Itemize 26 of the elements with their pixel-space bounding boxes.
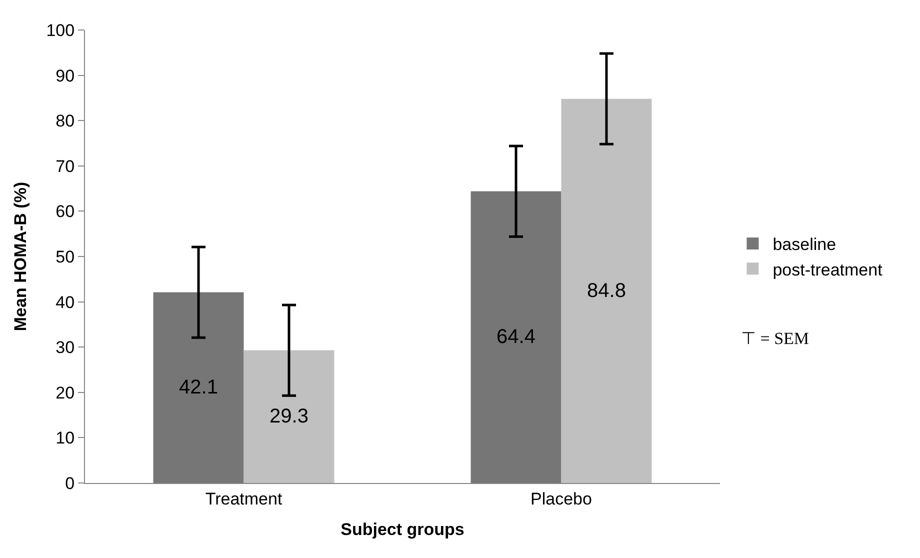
x-axis-title: Subject groups xyxy=(340,520,464,539)
y-tick-label: 50 xyxy=(56,247,75,266)
data-label: 84.8 xyxy=(587,280,626,302)
legend-label: baseline xyxy=(772,235,836,254)
y-tick-label: 10 xyxy=(56,428,75,448)
y-tick-label: 40 xyxy=(56,292,75,312)
y-tick-label: 70 xyxy=(56,156,75,176)
y-axis-title: Mean HOMA-B (%) xyxy=(10,182,30,332)
data-label: 42.1 xyxy=(179,376,218,399)
y-tick-label: 90 xyxy=(56,66,75,86)
y-tick-label: 60 xyxy=(56,202,75,222)
legend-label: post-treatment xyxy=(772,260,883,280)
bar xyxy=(244,350,334,483)
data-label: 29.3 xyxy=(270,406,308,428)
data-label: 64.4 xyxy=(496,326,536,348)
bar xyxy=(561,98,652,483)
x-tick-label: Treatment xyxy=(205,489,282,508)
bar xyxy=(153,292,244,483)
y-tick-label: 100 xyxy=(46,20,75,40)
text: ⊤ = SEM xyxy=(741,329,810,348)
x-tick-label: Placebo xyxy=(530,489,592,508)
y-tick-label: 80 xyxy=(56,112,75,131)
bar xyxy=(470,191,562,483)
y-tick-label: 0 xyxy=(65,474,75,493)
y-tick-label: 30 xyxy=(56,338,75,358)
y-tick-label: 20 xyxy=(56,383,75,402)
